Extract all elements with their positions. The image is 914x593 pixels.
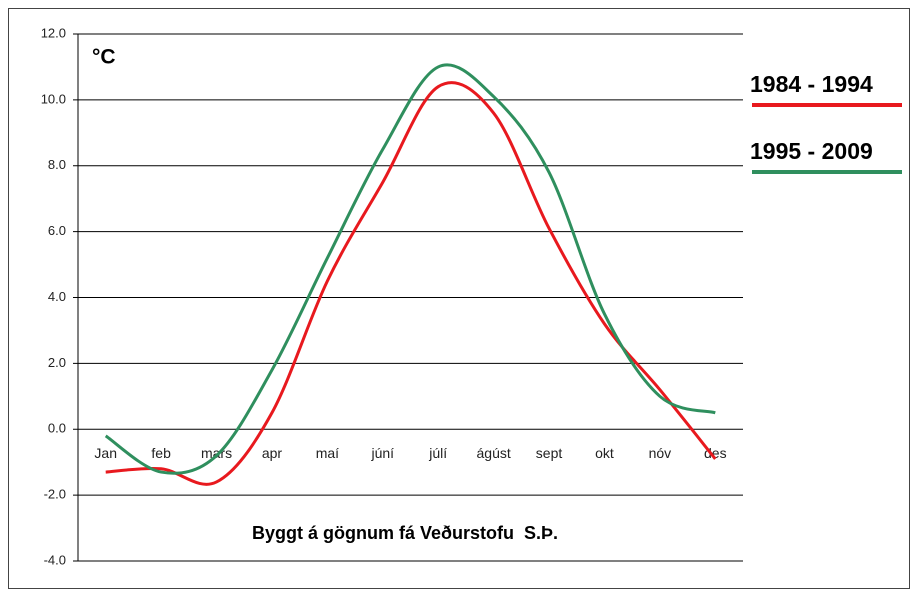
legend-label: 1984 - 1994 [750, 71, 873, 97]
legend-label: 1995 - 2009 [750, 138, 873, 164]
y-tick-label: 6.0 [48, 223, 66, 238]
x-tick-label: apr [262, 445, 283, 461]
unit-label: °C [92, 46, 116, 69]
y-tick-label: 8.0 [48, 157, 66, 172]
x-tick-label: feb [151, 445, 171, 461]
series-line [105, 81, 717, 486]
x-tick-label: des [704, 445, 727, 461]
y-tick-label: 10.0 [41, 91, 66, 106]
x-tick-label: sept [536, 445, 563, 461]
series-line [104, 63, 716, 475]
x-tick-label: mars [201, 445, 232, 461]
x-tick-label: maí [316, 445, 339, 461]
y-tick-label: 4.0 [48, 289, 66, 304]
x-tick-label: ágúst [477, 445, 511, 461]
annotation: Byggt á gögnum fá Veðurstofu S.Þ. [252, 523, 558, 543]
x-tick-label: júlí [428, 445, 447, 461]
x-tick-label: okt [595, 445, 614, 461]
y-tick-label: 0.0 [48, 421, 66, 436]
y-tick-label: -2.0 [44, 487, 66, 502]
y-tick-label: 2.0 [48, 355, 66, 370]
x-tick-label: nóv [649, 445, 672, 461]
y-tick-label: 12.0 [41, 25, 66, 40]
x-tick-label: júní [371, 445, 395, 461]
y-tick-label: -4.0 [44, 552, 66, 567]
x-tick-label: Jan [94, 445, 117, 461]
